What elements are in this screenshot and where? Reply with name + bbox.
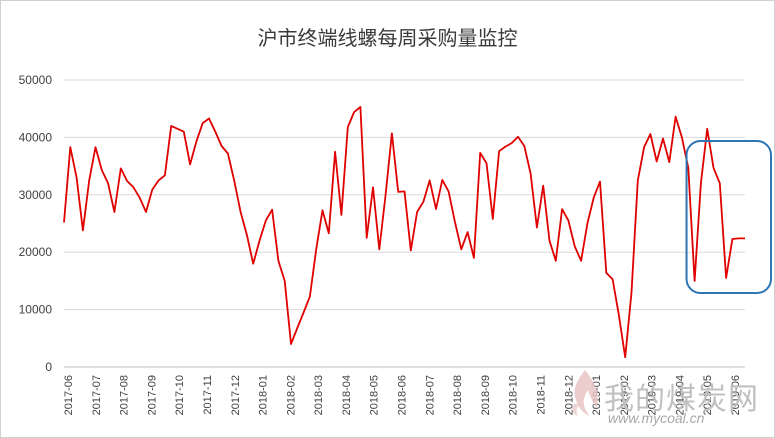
y-tick-label: 30000 [19, 188, 53, 202]
x-tick-label: 2017-09 [146, 375, 158, 415]
y-tick-label: 40000 [19, 130, 53, 144]
series-line [63, 106, 745, 359]
y-tick-label: 50000 [19, 73, 53, 87]
x-tick-label: 2018-06 [397, 375, 409, 415]
x-tick-label: 2018-08 [452, 375, 464, 415]
y-axis-ticks: 0 10000 20000 30000 40000 50000 [19, 73, 53, 374]
x-tick-label: 2018-12 [563, 375, 575, 415]
x-tick-label: 2018-05 [369, 375, 381, 415]
y-tick-label: 0 [45, 360, 52, 374]
gridlines [64, 79, 745, 368]
x-tick-label: 2017-11 [202, 375, 214, 415]
x-axis-ticks: 2017-06 2017-07 2017-08 2017-09 2017-10 2017-… [63, 375, 742, 415]
watermark-url: www.mycoal.cn [608, 410, 705, 426]
y-tick-label: 20000 [19, 245, 53, 259]
watermark: 我的煤炭网 www.mycoal.cn [568, 368, 768, 430]
y-tick-label: 10000 [19, 303, 53, 317]
x-tick-label: 2019-03 [647, 375, 659, 415]
series-layer [63, 106, 745, 359]
x-tick-label: 2017-07 [91, 375, 103, 415]
annotation-box [685, 140, 772, 294]
x-tick-label: 2018-03 [313, 375, 325, 415]
x-tick-label: 2018-04 [341, 375, 353, 415]
x-tick-label: 2019-05 [702, 375, 714, 415]
x-tick-label: 2018-02 [285, 375, 297, 415]
x-tick-label: 2018-10 [508, 375, 520, 415]
x-tick-label: 2017-12 [230, 375, 242, 415]
x-tick-label: 2018-07 [424, 375, 436, 415]
flame-logo-icon [571, 370, 598, 416]
annotation-layer [685, 140, 772, 294]
x-tick-label: 2018-11 [535, 375, 547, 415]
x-tick-label: 2017-10 [174, 375, 186, 415]
chart-title: 沪市终端线螺每周采购量监控 [257, 26, 518, 50]
watermark-text: 我的煤炭网 [604, 382, 759, 417]
x-tick-label: 2019-04 [674, 375, 686, 415]
x-tick-label: 2017-06 [63, 375, 75, 415]
x-tick-label: 2018-01 [258, 375, 270, 415]
x-tick-label: 2018-09 [480, 375, 492, 415]
x-tick-label: 2019-02 [619, 375, 631, 415]
x-tick-label: 2019-06 [730, 375, 742, 415]
x-tick-label: 2017-08 [119, 375, 131, 415]
